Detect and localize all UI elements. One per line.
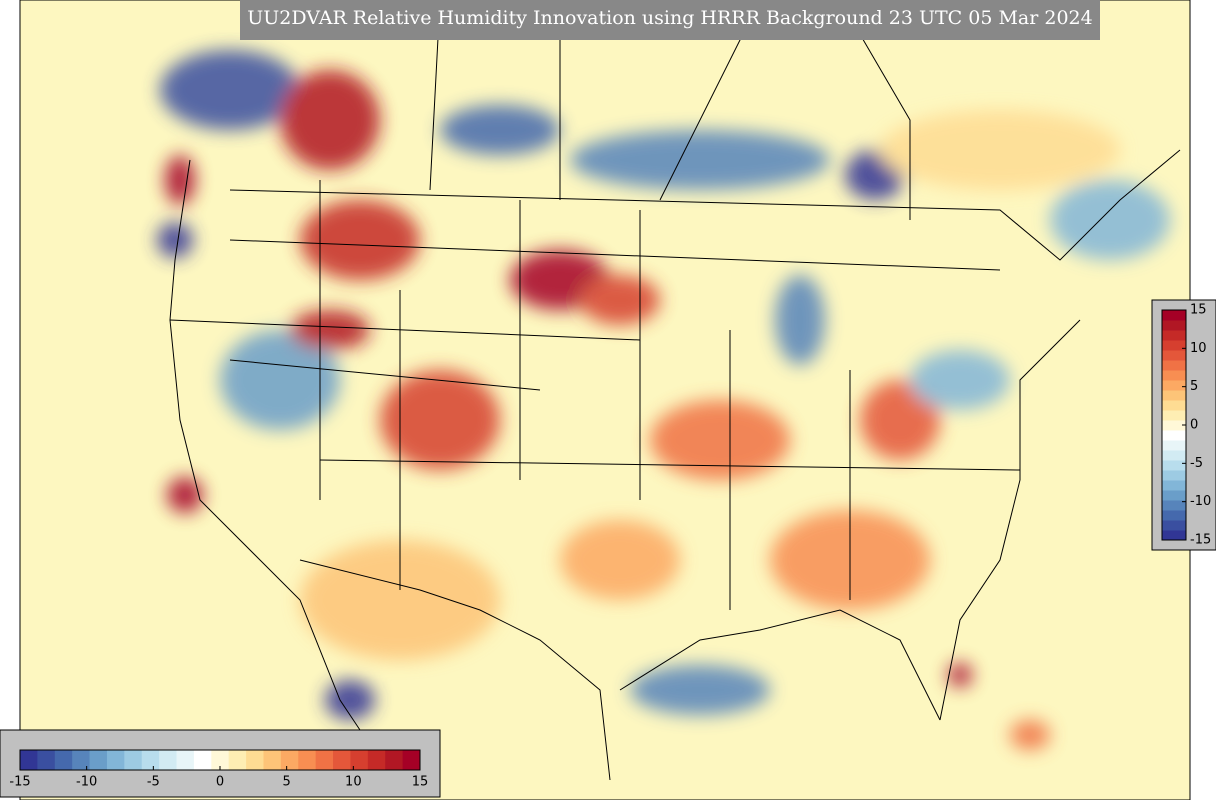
colorbar-tick-label: 5 — [283, 775, 291, 790]
colorbar-segment — [1162, 520, 1186, 531]
colorbar-segment — [37, 750, 56, 770]
colorbar-segment — [298, 750, 317, 770]
horizontal-colorbar: -15 -10 -5 0 5 10 15 — [0, 729, 441, 798]
colorbar-segment — [106, 750, 125, 770]
colorbar-segment — [350, 750, 369, 770]
colorbar-segment — [1162, 420, 1186, 431]
colorbar-segment — [385, 750, 404, 770]
colorbar-tick-label: 15 — [1190, 303, 1207, 318]
colorbar-segment — [1162, 500, 1186, 511]
colorbar-tick-label: 15 — [412, 775, 429, 790]
colorbar-tick-label: -10 — [76, 775, 97, 790]
map-area — [20, 0, 1190, 800]
colorbar-segment — [1162, 470, 1186, 481]
colorbar-segment — [124, 750, 143, 770]
colorbar-segment — [1162, 330, 1186, 341]
colorbar-tick-label: -10 — [1190, 494, 1211, 509]
colorbar-segment — [54, 750, 73, 770]
vertical-colorbar: -15 -10 -5 0 5 10 15 — [1151, 299, 1216, 551]
colorbar-tick-label: -5 — [1190, 456, 1203, 471]
colorbar-segment — [141, 750, 160, 770]
title-box — [240, 0, 1100, 40]
colorbar-segment — [1162, 380, 1186, 391]
colorbar-segment — [280, 750, 299, 770]
colorbar-segment — [1162, 440, 1186, 451]
colorbar-segment — [1162, 340, 1186, 351]
boundaries — [169, 0, 1181, 781]
title: UU2DVAR Relative Humidity Innovation usi… — [247, 7, 1092, 29]
colorbar-segment — [1162, 510, 1186, 521]
colorbar-segment — [1162, 320, 1186, 331]
colorbar-segment — [211, 750, 230, 770]
colorbar-segment — [1162, 310, 1186, 321]
colorbar-tick-label: 0 — [1190, 418, 1198, 433]
colorbar-segment — [246, 750, 264, 770]
colorbar-segment — [1162, 430, 1186, 441]
colorbar-segment — [1162, 450, 1186, 461]
colorbar-tick-label: -15 — [9, 775, 30, 790]
colorbar-segment — [20, 750, 38, 770]
colorbar-segment — [176, 750, 195, 770]
colorbar-segment — [1162, 460, 1186, 471]
colorbar-segment — [333, 750, 351, 770]
colorbar-segment — [1162, 370, 1186, 381]
colorbar-tick-label: 10 — [1190, 341, 1207, 356]
colorbar-segment — [1162, 530, 1186, 541]
colorbar-segment — [1162, 360, 1186, 371]
colorbar-tick-label: 10 — [345, 775, 362, 790]
colorbar-segment — [1162, 410, 1186, 421]
colorbar-segment — [402, 750, 421, 770]
colorbar-segment — [193, 750, 212, 770]
colorbar-segment — [72, 750, 91, 770]
colorbar-segment — [1162, 350, 1186, 361]
colorbar-tick-label: 5 — [1190, 379, 1198, 394]
colorbar-segment — [89, 750, 108, 770]
colorbar-segment — [228, 750, 247, 770]
colorbar-tick-label: -15 — [1190, 533, 1211, 548]
colorbar-segment — [263, 750, 282, 770]
colorbar-segment — [1162, 400, 1186, 411]
colorbar-segment — [1162, 390, 1186, 401]
colorbar-tick-label: -5 — [147, 775, 160, 790]
colorbar-segment — [1162, 490, 1186, 501]
colorbar-segment — [367, 750, 386, 770]
colorbar-segment — [315, 750, 334, 770]
colorbar-tick-label: 0 — [216, 775, 224, 790]
colorbar-segment — [159, 750, 178, 770]
colorbar-segment — [1162, 480, 1186, 491]
